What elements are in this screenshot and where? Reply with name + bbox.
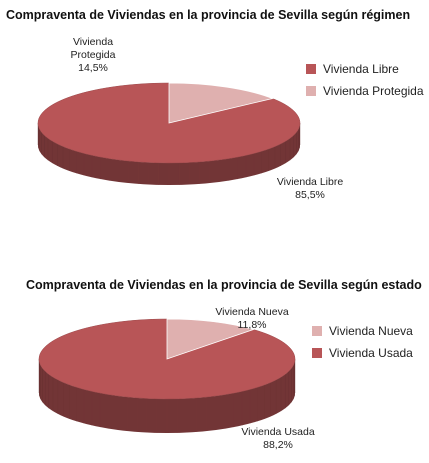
chart-title: Compraventa de Viviendas en la provincia… [6,8,411,22]
pie-side-wall [38,123,300,185]
slice-label-name: Vivienda Usada [241,426,315,438]
legend-label: Vivienda Nueva [329,324,413,338]
slice-label-libre: Vivienda Libre 85,5% [264,176,356,202]
slice-label-protegida: Vivienda Protegida 14,5% [60,36,126,75]
legend-swatch [312,348,322,358]
chart-title: Compraventa de Viviendas en la provincia… [26,278,422,292]
slice-label-name: Vivienda Libre [276,176,344,188]
legend-swatch [306,86,316,96]
legend: Vivienda Nueva Vivienda Usada [312,320,413,364]
legend-label: Vivienda Protegida [323,84,424,98]
slice-label-value: 14,5% [78,62,108,74]
legend-item-nueva: Vivienda Nueva [312,320,413,342]
legend-swatch [312,326,322,336]
pie-slice-vivienda-protegida [168,82,274,124]
slice-label-nueva: Vivienda Nueva 11,8% [206,306,298,332]
slice-label-usada: Vivienda Usada 88,2% [232,426,324,452]
slice-label-name: Vivienda Protegida [70,36,116,61]
legend-swatch [306,64,316,74]
pie-chart-regimen: Compraventa de Viviendas en la provincia… [0,0,429,228]
legend-item-protegida: Vivienda Protegida [306,80,424,102]
slice-label-value: 88,2% [263,439,293,451]
pie-chart-svg [38,318,296,433]
pie-slice-vivienda-nueva [166,318,255,360]
pie-chart-estado: Compraventa de Viviendas en la provincia… [0,268,429,463]
legend-item-libre: Vivienda Libre [306,58,424,80]
legend: Vivienda Libre Vivienda Protegida [306,58,424,102]
pie-chart-svg [37,82,301,185]
pie-side-wall [39,359,295,433]
slice-label-value: 85,5% [295,189,325,201]
legend-item-usada: Vivienda Usada [312,342,413,364]
legend-label: Vivienda Usada [329,346,413,360]
legend-label: Vivienda Libre [323,62,399,76]
slice-label-value: 11,8% [237,319,267,331]
slice-label-name: Vivienda Nueva [215,306,289,318]
